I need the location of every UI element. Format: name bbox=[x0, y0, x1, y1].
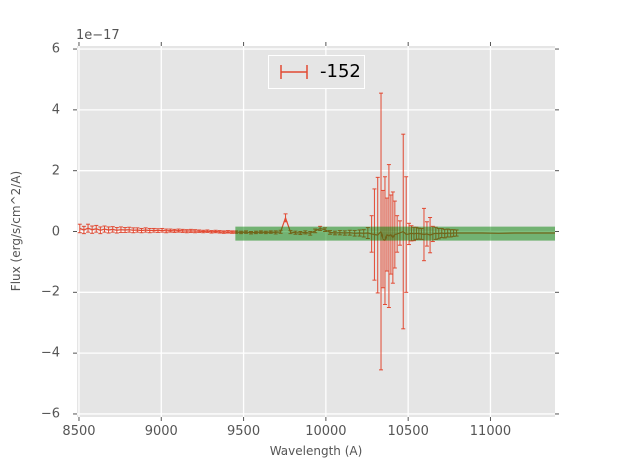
y-tick-label: 2 bbox=[51, 163, 60, 179]
y-tick-label: −2 bbox=[40, 284, 60, 300]
x-tick-label: 11000 bbox=[469, 424, 512, 439]
x-tick-label: 9500 bbox=[227, 424, 261, 439]
x-tick-label: 10000 bbox=[305, 424, 347, 439]
highlight-band bbox=[235, 226, 555, 241]
x-tick-label: 10500 bbox=[387, 424, 429, 439]
x-axis-label: Wavelength (A) bbox=[269, 444, 363, 458]
y-tick-label: 6 bbox=[51, 41, 60, 57]
y-tick-label: 0 bbox=[51, 224, 60, 239]
x-tick-label: 9000 bbox=[144, 424, 178, 439]
x-tick-label: 8500 bbox=[62, 424, 96, 439]
errorbar-legend-icon bbox=[280, 65, 308, 79]
y-tick-label: 4 bbox=[51, 102, 60, 118]
y-tick-label: −4 bbox=[40, 345, 60, 361]
y-axis-offset-text: 1e−17 bbox=[76, 28, 120, 43]
legend-label: -152 bbox=[320, 61, 361, 82]
legend: -152 bbox=[268, 55, 365, 89]
y-tick-label: −6 bbox=[40, 406, 60, 422]
